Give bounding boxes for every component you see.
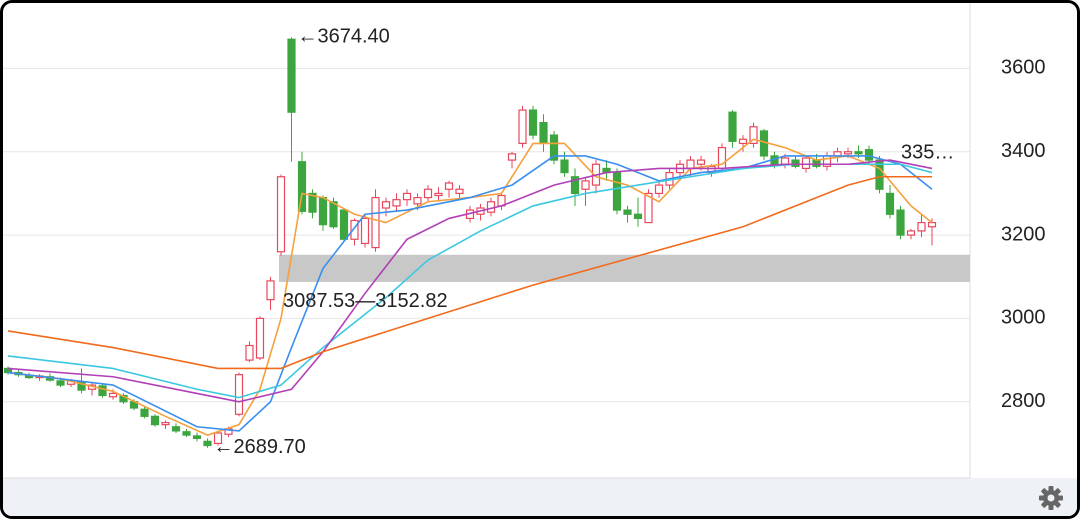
- candle-body: [182, 431, 191, 436]
- candle-body: [276, 176, 286, 253]
- high-annotation: ←3674.40: [298, 26, 390, 48]
- candle-body: [654, 184, 664, 195]
- candle-body: [518, 109, 527, 145]
- candle-body: [623, 209, 632, 215]
- candle-body: [906, 230, 916, 236]
- candle-body: [360, 217, 370, 245]
- y-tick-label: 2800: [1001, 390, 1046, 412]
- candle-body: [402, 192, 412, 201]
- candle-body: [318, 196, 328, 226]
- candle-body: [192, 435, 202, 440]
- moving-average-line: [7, 155, 933, 432]
- candle-body: [413, 196, 422, 205]
- y-tick-label: 3200: [1001, 223, 1046, 245]
- candle-body: [423, 188, 433, 199]
- toolbar: [3, 478, 1077, 516]
- candle-body: [581, 180, 590, 190]
- candle-body: [203, 440, 212, 447]
- candle-body: [392, 199, 401, 207]
- candle-body: [266, 280, 275, 301]
- candle-body: [570, 176, 580, 195]
- candle-body: [539, 121, 548, 145]
- candle-body: [854, 151, 863, 155]
- candle-body: [245, 344, 254, 361]
- candle-body: [633, 213, 643, 220]
- moving-average-line: [7, 159, 933, 403]
- moving-average-line: [7, 175, 932, 370]
- candle-body: [287, 38, 296, 113]
- band-annotation: 3087.53—3152.82: [283, 290, 448, 312]
- moving-average-line: [7, 138, 933, 436]
- candle-body: [896, 209, 905, 236]
- candle-body: [339, 209, 349, 240]
- candle-body: [455, 188, 464, 195]
- price-band: [279, 254, 970, 282]
- candle-body: [140, 408, 149, 417]
- candle-body: [560, 159, 569, 174]
- candle-body: [161, 421, 170, 426]
- candle-body: [371, 196, 380, 249]
- candle-body: [843, 151, 853, 155]
- candle-body: [885, 192, 895, 215]
- last-value-label: 335…: [901, 141, 954, 163]
- candle-body: [98, 385, 107, 397]
- candle-body: [150, 415, 160, 426]
- candle-body: [528, 109, 538, 136]
- y-tick-label: 3400: [1001, 140, 1046, 162]
- candle-body: [728, 111, 737, 142]
- candle-body: [927, 221, 937, 228]
- candle-body: [686, 159, 695, 170]
- settings-icon[interactable]: [1039, 486, 1063, 510]
- candle-body: [255, 317, 265, 359]
- candle-body: [297, 161, 307, 212]
- candle-body: [213, 432, 223, 445]
- candle-body: [234, 374, 244, 415]
- chart: 2800 3000 3200 3400 3600 ←3674.40 ←2689.70 3087…: [3, 3, 1077, 516]
- candle-body: [24, 375, 34, 379]
- candle-body: [108, 392, 118, 398]
- candle-body: [444, 182, 454, 190]
- candle-body: [917, 221, 926, 232]
- candle-body: [549, 134, 559, 161]
- candle-body: [486, 201, 496, 213]
- y-tick-label: 3600: [1001, 57, 1046, 79]
- candle-body: [738, 138, 748, 145]
- candle-body: [801, 157, 811, 170]
- candle-body: [644, 192, 653, 224]
- candle-body: [329, 201, 338, 228]
- low-annotation: ←2689.70: [214, 436, 306, 458]
- candle-body: [308, 192, 317, 213]
- candle-body: [171, 426, 181, 432]
- candle-body: [507, 153, 517, 161]
- candle-body: [791, 159, 800, 167]
- candle-body: [350, 219, 359, 240]
- candle-body: [612, 171, 622, 211]
- candle-body: [780, 157, 790, 165]
- candle-body: [381, 201, 391, 209]
- candle-body: [56, 380, 65, 386]
- candle-body: [864, 149, 874, 161]
- y-tick-label: 3000: [1001, 307, 1046, 329]
- candle-body: [749, 126, 758, 145]
- candle-body: [875, 159, 884, 190]
- candle-body: [696, 159, 706, 165]
- candle-body: [812, 159, 821, 167]
- candle-body: [434, 192, 443, 197]
